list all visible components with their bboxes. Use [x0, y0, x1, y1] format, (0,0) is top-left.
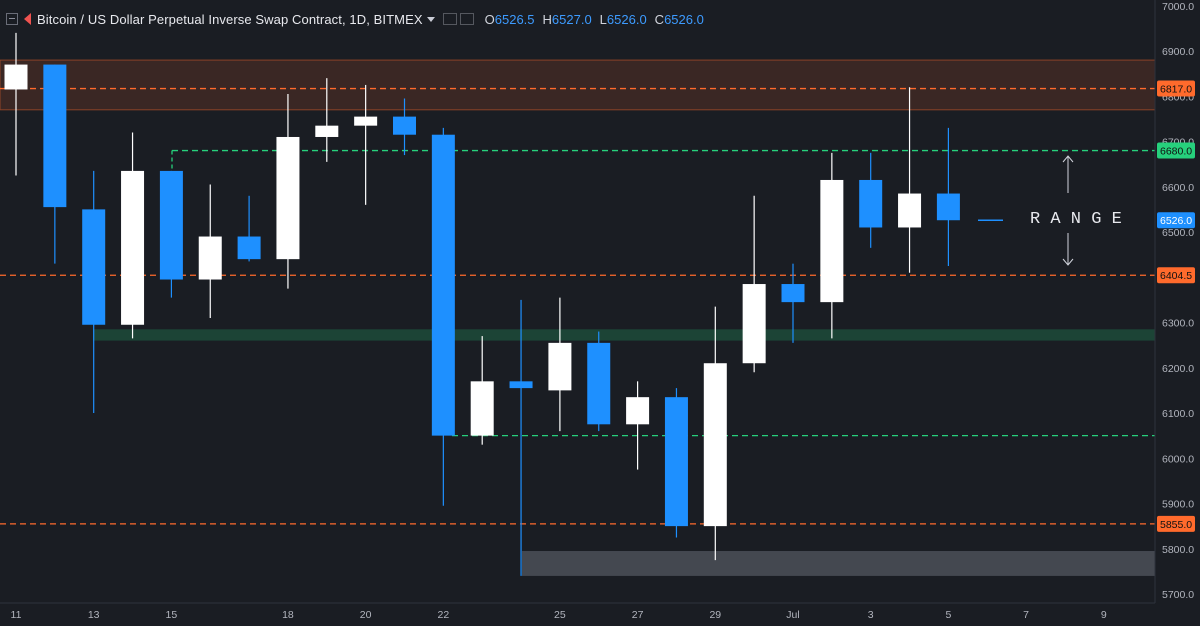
- candle-body[interactable]: [121, 170, 145, 325]
- price-tick-label: 7000.0: [1162, 1, 1194, 13]
- price-tick-label: 6300.0: [1162, 318, 1194, 330]
- open-value: 6526.5: [494, 11, 535, 27]
- settings-icon[interactable]: [442, 13, 457, 25]
- price-tick-label: 6500.0: [1162, 227, 1194, 239]
- candle-body[interactable]: [548, 342, 572, 391]
- price-tick-label: 5700.0: [1162, 589, 1194, 601]
- price-tick-label: 6900.0: [1162, 46, 1194, 58]
- time-tick-label: 29: [709, 609, 721, 621]
- time-axis[interactable]: [0, 603, 1200, 626]
- time-tick-label: 7: [1023, 609, 1029, 621]
- zone-support: [93, 329, 1155, 341]
- close-label: C: [654, 11, 665, 27]
- price-level-tag: [1157, 515, 1195, 532]
- price-tick-label: 5900.0: [1162, 499, 1194, 511]
- symbol-title[interactable]: Bitcoin / US Dollar Perpetual Inverse Sw…: [37, 11, 423, 27]
- candle-body[interactable]: [315, 125, 339, 137]
- time-tick-label: 3: [868, 609, 874, 621]
- candle-body[interactable]: [626, 397, 650, 425]
- candle-body[interactable]: [936, 193, 960, 221]
- chart-legend: Bitcoin / US Dollar Perpetual Inverse Sw…: [6, 10, 704, 28]
- chevron-down-icon[interactable]: [426, 16, 435, 22]
- time-tick-label: 9: [1101, 609, 1107, 621]
- time-tick-label: 27: [632, 609, 644, 621]
- candle-body[interactable]: [82, 209, 106, 325]
- candle-body[interactable]: [742, 284, 766, 364]
- time-tick-label: Jul: [786, 609, 799, 621]
- price-level-label: 6680.0: [1160, 146, 1192, 158]
- price-tick-label: 6000.0: [1162, 453, 1194, 465]
- price-tick-label: 5800.0: [1162, 544, 1194, 556]
- candle-body[interactable]: [276, 136, 300, 260]
- candle-body[interactable]: [859, 179, 883, 228]
- candle-body[interactable]: [470, 381, 494, 436]
- time-tick-label: 20: [360, 609, 372, 621]
- time-tick-label: 25: [554, 609, 566, 621]
- price-tick-label: 6100.0: [1162, 408, 1194, 420]
- arrow-head-icon: [1062, 258, 1074, 266]
- candle-body[interactable]: [431, 134, 455, 436]
- candle-body[interactable]: [159, 170, 183, 280]
- candle-body[interactable]: [509, 381, 533, 389]
- candle-body[interactable]: [237, 236, 261, 260]
- collapse-icon[interactable]: [6, 13, 18, 25]
- candle-body[interactable]: [664, 397, 688, 527]
- price-level-label: 6817.0: [1160, 84, 1192, 96]
- candle-body[interactable]: [4, 64, 28, 90]
- price-level-label: 5855.0: [1160, 519, 1192, 531]
- price-level-tag: [1157, 212, 1195, 229]
- time-tick-label: 18: [282, 609, 294, 621]
- time-tick-label: 13: [88, 609, 100, 621]
- time-tick-label: 11: [11, 609, 22, 621]
- low-value: 6526.0: [606, 11, 647, 27]
- time-tick-label: 15: [166, 609, 178, 621]
- arrow-head-icon: [1062, 155, 1074, 163]
- candle-body[interactable]: [354, 116, 378, 126]
- low-label: L: [599, 11, 607, 27]
- eye-icon[interactable]: [459, 13, 474, 25]
- price-tick-label: 6600.0: [1162, 182, 1194, 194]
- zone-demand: [522, 551, 1155, 576]
- time-tick-label: 22: [438, 609, 450, 621]
- candle-body[interactable]: [703, 363, 727, 527]
- high-label: H: [542, 11, 552, 27]
- candle-body[interactable]: [393, 116, 416, 135]
- symbol-flag-icon: [24, 13, 31, 25]
- time-tick-label: 5: [945, 609, 951, 621]
- candle-body[interactable]: [587, 342, 611, 425]
- open-label: O: [484, 11, 495, 27]
- zone-resistance: [0, 59, 1156, 111]
- price-level-label: 6404.5: [1160, 270, 1192, 282]
- candle-body[interactable]: [198, 236, 222, 280]
- price-level-label: 6526.0: [1160, 215, 1192, 227]
- price-level-tag: [1157, 142, 1195, 159]
- candle-body[interactable]: [781, 284, 805, 303]
- candle-body[interactable]: [820, 179, 844, 303]
- price-tick-label: 6200.0: [1162, 363, 1194, 375]
- range-label: R A N G E: [1030, 210, 1122, 229]
- price-level-tag: [1157, 267, 1195, 284]
- high-value: 6527.0: [551, 11, 592, 27]
- candle-body[interactable]: [43, 64, 67, 208]
- candle-body[interactable]: [898, 193, 922, 228]
- price-level-tag: [1157, 80, 1195, 97]
- close-value: 6526.0: [664, 11, 704, 27]
